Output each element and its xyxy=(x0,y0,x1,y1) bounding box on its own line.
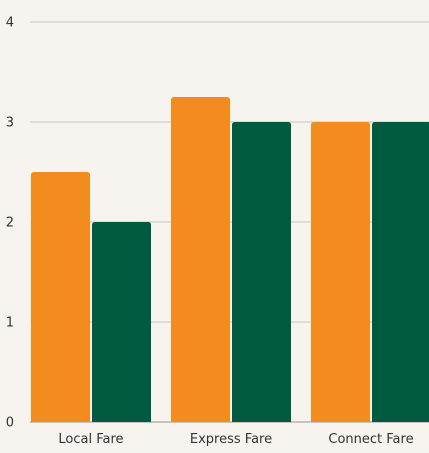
y-tick-label: 1 xyxy=(6,316,14,331)
y-tick-label: 2 xyxy=(6,216,14,231)
bar-express-fare-series-1 xyxy=(171,97,230,422)
bar-layer xyxy=(31,97,429,422)
bar-express-fare-series-2 xyxy=(232,122,291,422)
x-category-label: Connect Fare xyxy=(328,432,413,447)
y-tick-label: 3 xyxy=(6,116,14,131)
bar-connect-fare-series-1 xyxy=(311,122,370,422)
y-tick-label: 4 xyxy=(6,16,14,31)
label-layer: 0 1 2 3 4 Local Fare Express Fare Connect Fare xyxy=(6,16,414,448)
bar-local-fare-series-1 xyxy=(31,172,90,422)
bar-local-fare-series-2 xyxy=(92,222,151,422)
y-tick-label: 0 xyxy=(6,416,14,431)
x-category-label: Local Fare xyxy=(58,432,123,447)
x-category-label: Express Fare xyxy=(190,432,272,447)
bar-connect-fare-series-2 xyxy=(372,122,429,422)
